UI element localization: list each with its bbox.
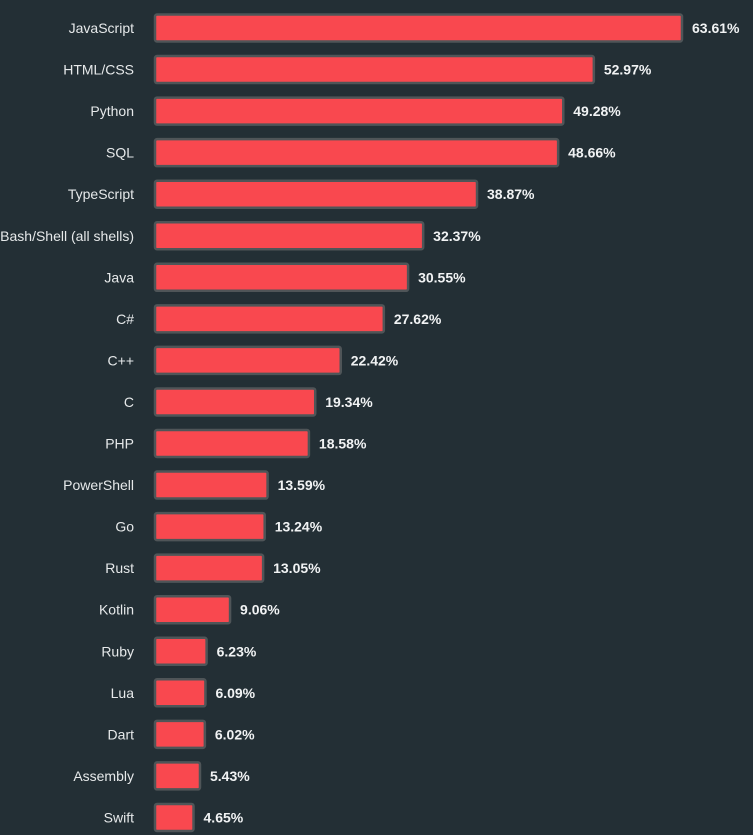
category-label: Lua [111,685,135,701]
bar [153,761,202,791]
bar [153,262,410,293]
value-label: 18.58% [319,436,367,452]
bar [153,678,207,708]
value-label: 6.09% [215,685,255,701]
category-label: TypeScript [68,186,134,202]
value-label: 13.59% [278,477,326,493]
category-label: PHP [105,436,134,452]
bar [153,221,425,251]
value-label: 6.23% [217,643,257,659]
bar [153,470,269,500]
bar [153,387,317,417]
bar [153,636,208,666]
value-label: 13.05% [273,560,321,576]
category-label: Java [104,269,134,285]
category-label: C# [116,311,134,327]
value-label: 49.28% [573,103,621,119]
category-label: Assembly [73,768,134,784]
value-label: 38.87% [487,186,535,202]
value-label: 30.55% [418,269,466,285]
bar [153,719,207,750]
value-label: 9.06% [240,602,280,618]
value-label: 32.37% [433,228,481,244]
value-label: 52.97% [604,62,652,78]
category-label: Dart [108,726,135,742]
category-label: C++ [108,352,134,368]
category-label: Swift [104,809,134,825]
bar [153,137,560,168]
value-label: 6.02% [215,726,255,742]
category-label: Kotlin [99,602,134,618]
bar [153,802,195,833]
bar [153,594,232,625]
category-label: SQL [106,145,134,161]
category-label: Ruby [101,643,134,659]
value-label: 27.62% [394,311,442,327]
category-label: JavaScript [69,20,134,36]
value-label: 22.42% [351,352,399,368]
bar [153,345,342,376]
bar [153,553,265,583]
value-label: 48.66% [568,145,616,161]
category-label: Go [115,519,134,535]
value-label: 4.65% [204,809,244,825]
category-label: HTML/CSS [63,62,134,78]
bar [153,179,479,209]
value-label: 19.34% [325,394,373,410]
value-label: 63.61% [692,20,740,36]
value-label: 13.24% [275,519,323,535]
value-label: 5.43% [210,768,250,784]
category-label: Python [90,103,134,119]
bar [153,511,266,542]
category-label: Rust [105,560,134,576]
bar [153,54,596,85]
bar [153,96,565,126]
category-label: C [124,394,134,410]
bar [153,13,684,43]
bar [153,304,386,334]
category-label: PowerShell [63,477,134,493]
bar [153,428,311,459]
category-label: Bash/Shell (all shells) [0,228,134,244]
